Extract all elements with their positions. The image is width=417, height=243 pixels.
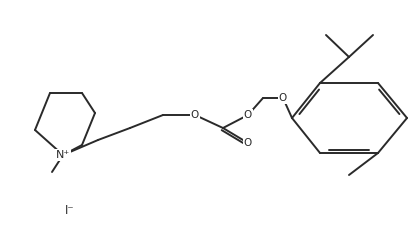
Text: N⁺: N⁺ (56, 150, 70, 160)
Text: O: O (191, 110, 199, 120)
Text: I⁻: I⁻ (65, 203, 75, 217)
Text: O: O (244, 138, 252, 148)
Text: O: O (279, 93, 287, 103)
Text: O: O (244, 110, 252, 120)
